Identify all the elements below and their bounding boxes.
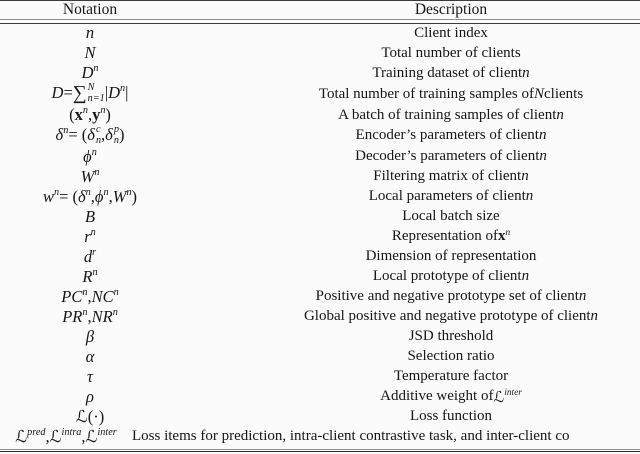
notation-cell: N	[84, 43, 96, 63]
table-body: n Client index N Total number of clients…	[0, 23, 640, 446]
table-row: β JSD threshold	[0, 327, 640, 347]
description-cell: Total number of clients	[381, 44, 521, 61]
description-cell: Positive and negative prototype set of c…	[315, 288, 587, 305]
table-row: ℒ (·) Loss function	[0, 407, 640, 427]
notation-cell: (x n, y n)	[69, 105, 111, 125]
notation-cell: PR n, NR n	[62, 306, 118, 326]
description-cell: Local prototype of client n	[372, 268, 530, 285]
table-row: N Total number of clients	[0, 43, 640, 63]
table-row: τ Temperature factor	[0, 367, 640, 387]
table-header-row: Notation Description	[0, 1, 640, 19]
description-cell: Client index	[414, 24, 488, 41]
description-cell: Global positive and negative prototype o…	[303, 308, 599, 325]
header-rule-thick	[0, 22, 640, 24]
notation-cell: α	[85, 346, 95, 366]
description-cell: Local batch size	[402, 208, 500, 225]
description-cell: Selection ratio	[407, 348, 495, 365]
notation-cell: β	[85, 326, 95, 346]
notation-cell: n	[85, 23, 95, 43]
description-cell: Decoder’s parameters of client n	[355, 148, 547, 165]
table-row: α Selection ratio	[0, 347, 640, 367]
description-cell: Dimension of representation	[365, 248, 537, 265]
description-cell: Loss items for prediction, intra-client …	[132, 428, 570, 445]
column-header-description: Description	[414, 1, 488, 19]
notation-cell: PC n, NC n	[61, 286, 119, 306]
table-row: n Client index	[0, 23, 640, 43]
table-row: PR n, NR n Global positive and negative pr…	[0, 307, 640, 327]
table-row: PC n, NC n Positive and negative prototype…	[0, 287, 640, 307]
table-row: B Local batch size	[0, 207, 640, 227]
bottom-rule-thick	[0, 451, 640, 453]
notation-cell: B	[84, 206, 96, 226]
description-cell: Loss function	[409, 408, 493, 425]
column-header-notation: Notation	[62, 1, 118, 19]
description-cell: Temperature factor	[393, 368, 509, 385]
description-cell: A batch of training samples of client n	[338, 106, 564, 123]
notation-cell: ρ	[86, 386, 94, 406]
description-cell: Training dataset of client n	[372, 64, 530, 81]
description-cell: JSD threshold	[408, 328, 494, 345]
description-cell: Local parameters of client n	[368, 188, 534, 205]
notation-cell: τ	[87, 366, 93, 386]
description-cell: Filtering matrix of client n	[373, 168, 529, 185]
table-top-rule	[0, 0, 640, 2]
description-cell: Total number of training samples of N cl…	[318, 85, 584, 102]
description-cell: Encoder’s parameters of client n	[355, 127, 547, 144]
table-row: (x n, y n) A batch of training samples of …	[0, 105, 640, 125]
notation-cell: ℒ (·)	[75, 406, 105, 426]
